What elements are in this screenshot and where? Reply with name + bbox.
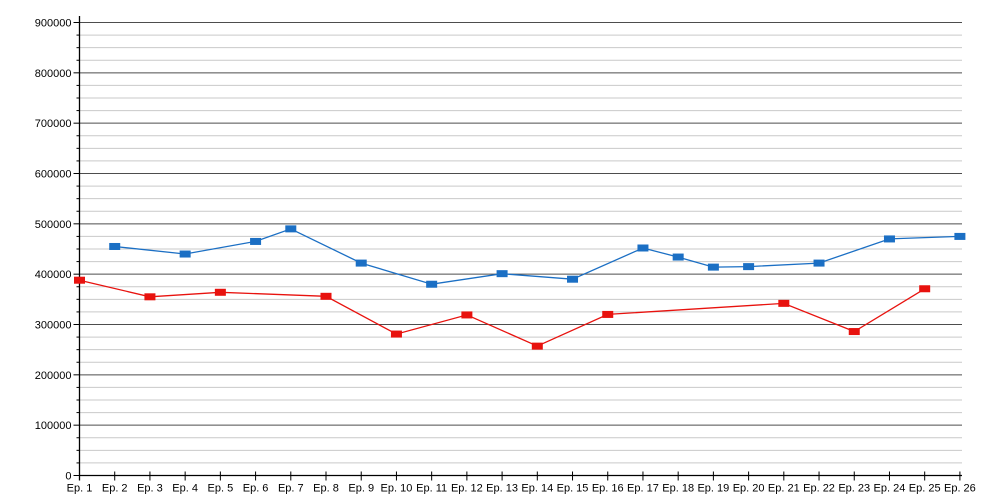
x-tick-label: Ep. 4: [172, 483, 198, 495]
data-point-marker-red: [919, 285, 931, 293]
x-tick-label: Ep. 16: [592, 483, 624, 495]
data-point-marker-red: [320, 292, 332, 300]
x-tick-label: Ep. 26: [944, 483, 976, 495]
x-tick-label: Ep. 17: [627, 483, 659, 495]
x-tick-label: Ep. 14: [521, 483, 553, 495]
y-tick-label: 600000: [35, 169, 72, 181]
x-tick-label: Ep. 13: [486, 483, 518, 495]
data-point-marker-blue: [496, 270, 508, 278]
y-tick-label: 700000: [35, 118, 72, 130]
data-point-marker-blue: [426, 280, 438, 288]
data-point-marker-blue: [637, 244, 649, 252]
data-point-marker-red: [214, 288, 226, 296]
x-tick-label: Ep. 11: [416, 483, 447, 495]
x-tick-label: Ep. 20: [733, 483, 765, 495]
x-tick-label: Ep. 7: [278, 483, 304, 495]
data-point-marker-blue: [707, 263, 719, 271]
data-point-marker-red: [602, 310, 614, 318]
x-tick-label: Ep. 10: [381, 483, 413, 495]
y-tick-label: 300000: [35, 320, 72, 332]
data-point-marker-blue: [355, 259, 367, 267]
series-line-blue: [114, 228, 960, 285]
x-tick-label: Ep. 12: [451, 483, 483, 495]
x-tick-label: Ep. 19: [697, 483, 729, 495]
data-point-marker-red: [144, 293, 156, 301]
data-point-marker-red: [390, 330, 402, 338]
y-tick-label: 200000: [35, 370, 72, 382]
data-point-marker-red: [778, 299, 790, 307]
x-tick-label: Ep. 1: [67, 483, 93, 495]
y-tick-label: 0: [65, 471, 71, 483]
x-tick-label: Ep. 18: [662, 483, 694, 495]
y-tick-label: 900000: [35, 18, 72, 30]
data-point-marker-red: [461, 311, 473, 319]
series-line-red: [79, 279, 926, 347]
data-point-marker-blue: [672, 253, 684, 261]
data-point-marker-blue: [109, 242, 121, 250]
data-point-marker-blue: [567, 275, 579, 283]
data-point-marker-blue: [285, 225, 297, 233]
data-point-marker-blue: [179, 250, 191, 258]
data-point-marker-blue: [883, 235, 895, 243]
data-point-marker-blue: [743, 263, 755, 271]
data-point-marker-red: [848, 328, 860, 336]
y-tick-label: 800000: [35, 68, 72, 80]
y-tick-label: 500000: [35, 219, 72, 231]
x-tick-label: Ep. 5: [208, 483, 234, 495]
x-tick-label: Ep. 15: [557, 483, 589, 495]
data-point-marker-blue: [250, 237, 262, 245]
x-tick-label: Ep. 22: [803, 483, 835, 495]
x-tick-label: Ep. 23: [838, 483, 870, 495]
y-tick-label: 100000: [35, 420, 72, 432]
x-tick-label: Ep. 9: [348, 483, 374, 495]
data-point-marker-blue: [954, 232, 966, 240]
x-tick-label: Ep. 3: [137, 483, 163, 495]
data-point-marker-blue: [813, 259, 825, 267]
x-tick-label: Ep. 2: [102, 483, 128, 495]
x-tick-label: Ep. 24: [874, 483, 906, 495]
data-point-marker-red: [531, 342, 543, 350]
x-tick-label: Ep. 21: [768, 483, 800, 495]
x-tick-label: Ep. 8: [313, 483, 339, 495]
x-tick-label: Ep. 25: [909, 483, 941, 495]
x-tick-label: Ep. 6: [243, 483, 269, 495]
data-point-marker-red: [74, 276, 85, 284]
y-tick-label: 400000: [35, 269, 72, 281]
